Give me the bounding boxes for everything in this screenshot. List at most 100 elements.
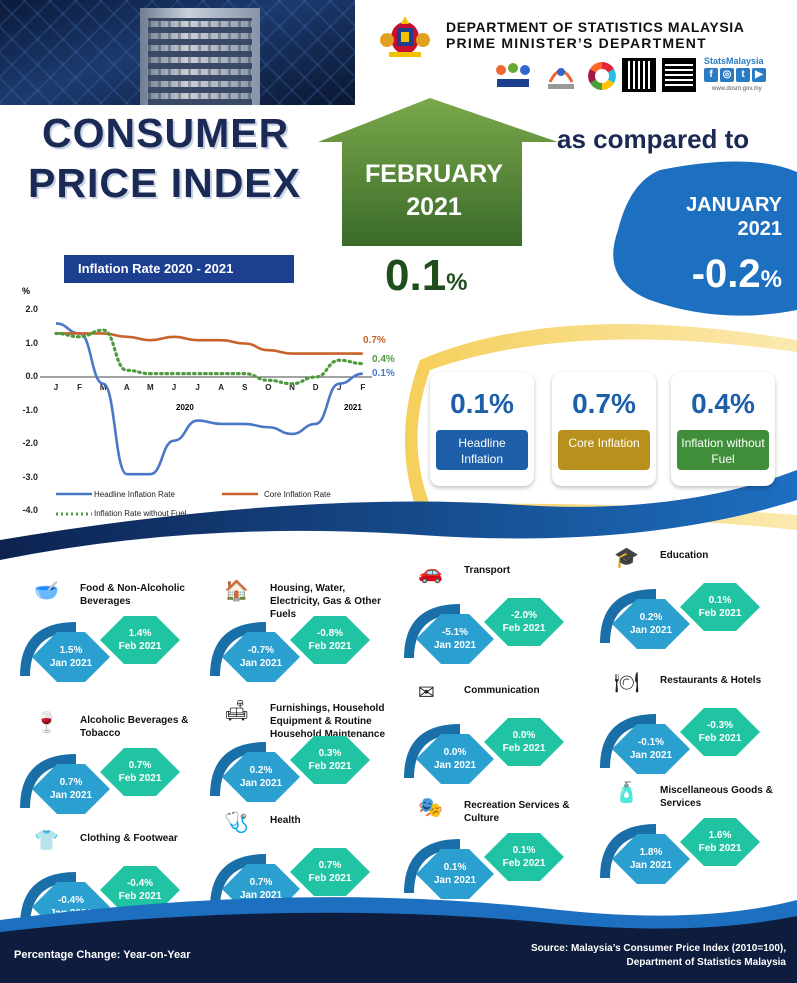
jan-hex [416, 849, 494, 899]
qr-code-icon [622, 58, 656, 92]
facebook-icon[interactable]: f [704, 68, 718, 82]
title-line2: PRICE INDEX [28, 160, 301, 206]
feb-pct: 1.4% [128, 628, 152, 639]
feb-value: 1.4% Feb 2021 [100, 627, 180, 653]
previous-value: -0.2% [691, 252, 782, 296]
feb-value: 0.1% Feb 2021 [680, 594, 760, 620]
category-name: Miscellaneous Goods & Services [660, 785, 773, 809]
feb-pct: 0.1% [708, 595, 732, 606]
hex-arc [20, 754, 76, 808]
jan-pct: -5.1% [441, 627, 469, 638]
x-tick-label: M [147, 383, 154, 392]
y-tick-label: -3.0 [22, 471, 38, 482]
headline-value: 0.1% [450, 388, 514, 419]
feb-label: Feb 2021 [308, 761, 352, 772]
qr-code-icon [662, 58, 696, 92]
jan-value: 0.1% Jan 2021 [416, 861, 494, 887]
feb-label: Feb 2021 [118, 891, 162, 902]
jan-pct: 0.7% [59, 777, 83, 788]
jan-label: Jan 2021 [239, 658, 283, 669]
category-hex-group [600, 583, 760, 649]
up-arrow-shape [318, 98, 558, 246]
hex-arc [600, 589, 656, 643]
jan-label: Jan 2021 [433, 760, 477, 771]
x-tick-label: M [99, 383, 107, 392]
mystats-day-logo [542, 60, 580, 92]
core-card: 0.7% Core Inflation [552, 372, 656, 486]
jan-label: Jan 2021 [433, 640, 477, 651]
category-name: Recreation Services & Culture [464, 800, 570, 824]
instagram-icon[interactable]: ◎ [720, 68, 734, 82]
legend-swatches [56, 492, 92, 516]
footer-source: Source: Malaysia’s Consumer Price Index … [440, 942, 786, 970]
category-name: Housing, Water, Electricity, Gas & Other… [270, 583, 381, 620]
graduation-cap-icon: 🎓 [614, 547, 639, 569]
x-tick-label: O [265, 383, 272, 392]
feb-pct: 0.7% [318, 860, 342, 871]
jan-pct: 1.8% [639, 847, 663, 858]
footer-wave [0, 897, 797, 940]
current-value: 0.1% [385, 251, 468, 300]
youtube-icon[interactable]: ▶ [752, 68, 766, 82]
feb-hex [290, 848, 370, 896]
jan-hex [612, 724, 690, 774]
headline-end-label: 0.1% [372, 368, 395, 379]
toiletries-icon: 🧴 [614, 782, 639, 804]
x-tick-label: F [360, 383, 366, 392]
ministry-name: PRIME MINISTER’S DEPARTMENT [446, 35, 707, 51]
hex-arc [20, 622, 76, 676]
jan-pct: 1.5% [59, 645, 83, 656]
jan-value: 0.7% Jan 2021 [222, 876, 300, 902]
x-tick-label: J [53, 383, 59, 392]
jan-pct: 0.7% [249, 877, 273, 888]
jan-label: Jan 2021 [239, 778, 283, 789]
category-hex-group [20, 748, 180, 814]
category-name: Food & Non-Alcoholic Beverages [80, 583, 185, 607]
x-tick-label: F [77, 383, 83, 392]
feb-hex [680, 708, 760, 756]
y-tick-label: 0.0 [25, 371, 38, 381]
nofuel-end-label: 0.4% [372, 354, 395, 365]
twitter-icon[interactable]: t [736, 68, 750, 82]
feb-hex [290, 736, 370, 784]
x-tick-label: J [336, 383, 342, 392]
feb-hex [100, 748, 180, 796]
category-hex-group [210, 736, 370, 802]
category-name: Restaurants & Hotels [660, 675, 762, 686]
feb-value: -0.4% Feb 2021 [100, 877, 180, 903]
jan-hex [32, 632, 110, 682]
feb-pct: 1.6% [708, 830, 732, 841]
jan-label: Jan 2021 [49, 658, 93, 669]
feb-hex [680, 583, 760, 631]
jan-hex [612, 834, 690, 884]
feb-label: Feb 2021 [698, 608, 742, 619]
headline-label: Headline Inflation [436, 430, 528, 470]
jan-pct: -0.4% [57, 895, 85, 906]
category-name: Transport [464, 565, 511, 576]
legend-headline: Headline Inflation Rate [94, 490, 175, 499]
january-blob [613, 161, 797, 316]
category-name: Clothing & Footwear [80, 833, 178, 844]
category-name: Education [660, 550, 709, 561]
hex-arc [210, 742, 266, 796]
nofuel-label: Inflation without Fuel [677, 430, 769, 470]
feb-label: Feb 2021 [502, 623, 546, 634]
census-logo [493, 60, 533, 90]
legend-core: Core Inflation Rate [264, 490, 331, 499]
category-hex-group [404, 718, 564, 784]
feb-pct: 0.1% [512, 845, 536, 856]
y-tick-label: -1.0 [22, 404, 38, 415]
feb-pct: 0.7% [128, 760, 152, 771]
jan-hex [222, 632, 300, 682]
current-year: 2021 [406, 193, 462, 221]
current-month: FEBRUARY [365, 160, 503, 188]
category-hex-group [404, 833, 564, 899]
x-tick-label: J [171, 383, 177, 392]
feb-label: Feb 2021 [698, 733, 742, 744]
jan-value: 0.0% Jan 2021 [416, 746, 494, 772]
bottle-glass-icon: 🍷 [34, 712, 59, 734]
feb-label: Feb 2021 [118, 773, 162, 784]
x-tick-label: S [242, 383, 248, 392]
jan-label: Jan 2021 [49, 790, 93, 801]
feb-pct: -0.4% [126, 878, 154, 889]
